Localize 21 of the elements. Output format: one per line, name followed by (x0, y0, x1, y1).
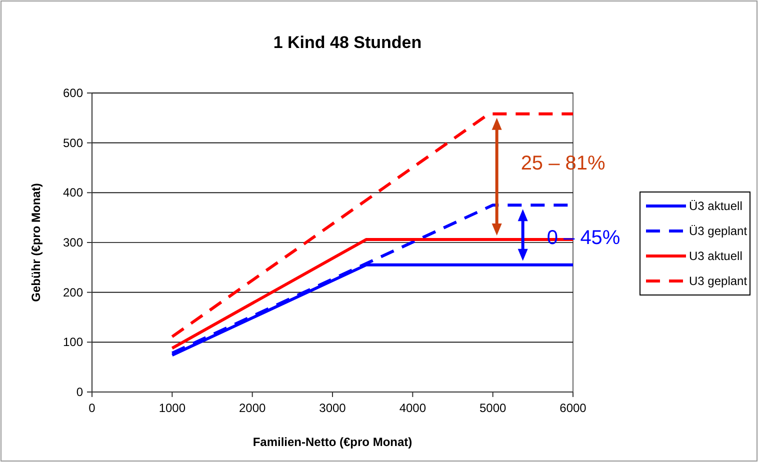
y-tick-label: 300 (62, 236, 84, 250)
legend-label: Ü3 geplant (689, 224, 748, 238)
chart-title: 1 Kind 48 Stunden (273, 33, 422, 52)
y-tick-label: 0 (76, 385, 84, 399)
x-tick-label: 4000 (399, 401, 426, 415)
x-tick-label: 5000 (479, 401, 507, 415)
x-tick-label: 2000 (238, 401, 266, 415)
y-tick-label: 400 (62, 186, 84, 200)
legend-label: U3 geplant (689, 274, 748, 288)
legend-label: Ü3 aktuell (689, 199, 742, 213)
y-axis-title: Gebühr (€pro Monat) (29, 183, 43, 302)
y-tick-label: 500 (62, 136, 84, 150)
x-tick-label: 0 (88, 401, 96, 415)
y-tick-label: 100 (62, 335, 84, 350)
y-tick-label: 200 (62, 285, 84, 300)
x-tick-label: 6000 (560, 401, 587, 415)
legend-label: U3 aktuell (689, 249, 742, 263)
y-tick-label: 600 (62, 86, 84, 100)
x-tick-label: 1000 (158, 401, 186, 415)
x-tick-label: 3000 (319, 401, 346, 415)
x-axis-title: Familien-Netto (€pro Monat) (252, 435, 412, 449)
